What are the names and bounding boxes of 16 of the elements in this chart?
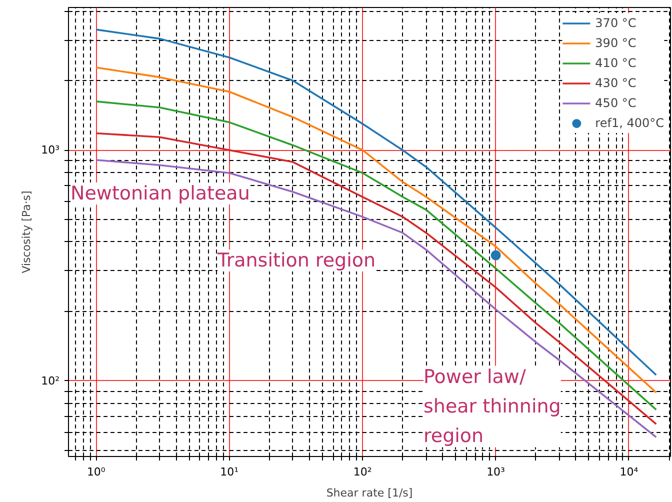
y-axis-title: Viscosity [Pa·s] <box>20 190 34 274</box>
legend-label: 430 °C <box>595 76 636 90</box>
annotation: Power law/ shear thinning region <box>424 366 561 448</box>
legend-label: 390 °C <box>595 36 636 50</box>
legend-label: 410 °C <box>595 56 636 70</box>
x-tick-label: 10² <box>353 466 372 478</box>
x-tick-label: 10³ <box>486 466 505 478</box>
annotation: Newtonian plateau <box>70 182 250 204</box>
x-tick-label: 10⁴ <box>620 466 639 478</box>
legend-label: 450 °C <box>595 96 636 110</box>
annotation: Transition region <box>216 250 376 272</box>
x-tick-label: 10¹ <box>220 466 239 478</box>
legend-label: 370 °C <box>595 16 636 30</box>
x-tick-label: 10⁰ <box>86 466 106 478</box>
legend-label: ref1, 400°C <box>595 116 664 130</box>
x-axis-title: Shear rate [1/s] <box>326 486 413 500</box>
